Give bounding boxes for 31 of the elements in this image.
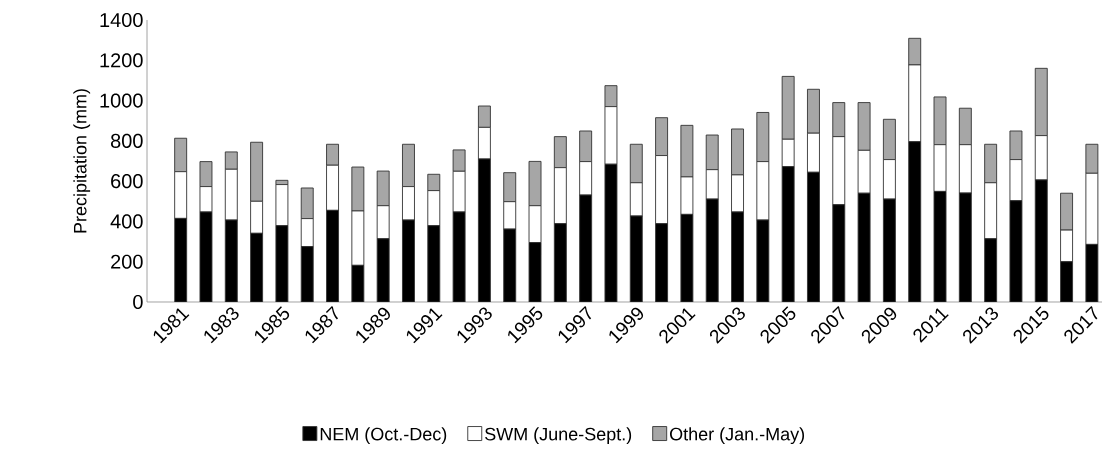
legend-label: Other (Jan.-May) [669, 427, 805, 445]
legend-label: SWM (June-Sept.) [485, 427, 632, 445]
y-tick-label: 1000 [100, 93, 143, 108]
bar [477, 158, 491, 302]
y-tick-label: 1200 [100, 53, 143, 68]
bar [579, 194, 593, 302]
bar [1034, 179, 1048, 302]
bar [984, 238, 998, 302]
bar [655, 223, 669, 302]
bar [553, 223, 567, 302]
bar [275, 184, 289, 227]
bar [705, 198, 719, 302]
y-tick-label: 1400 [100, 12, 143, 28]
bar [427, 225, 441, 302]
y-tick-label: 200 [111, 254, 143, 269]
legend-label: NEM (Oct.-Dec) [320, 427, 447, 445]
y-tick-label: 800 [110, 133, 143, 148]
bar [807, 171, 820, 302]
y-tick-label: 600 [111, 174, 143, 189]
y-axis-title: Precipitation (mm) [73, 89, 91, 233]
bar [629, 215, 643, 302]
bar [174, 217, 188, 302]
bar [832, 204, 846, 302]
bar [326, 209, 339, 302]
bar [731, 211, 744, 302]
bar [882, 198, 896, 302]
bar [908, 141, 922, 302]
bar [958, 192, 972, 302]
bar [376, 238, 390, 302]
y-tick-label: 400 [110, 214, 143, 229]
y-tick-label: 0 [133, 294, 143, 310]
